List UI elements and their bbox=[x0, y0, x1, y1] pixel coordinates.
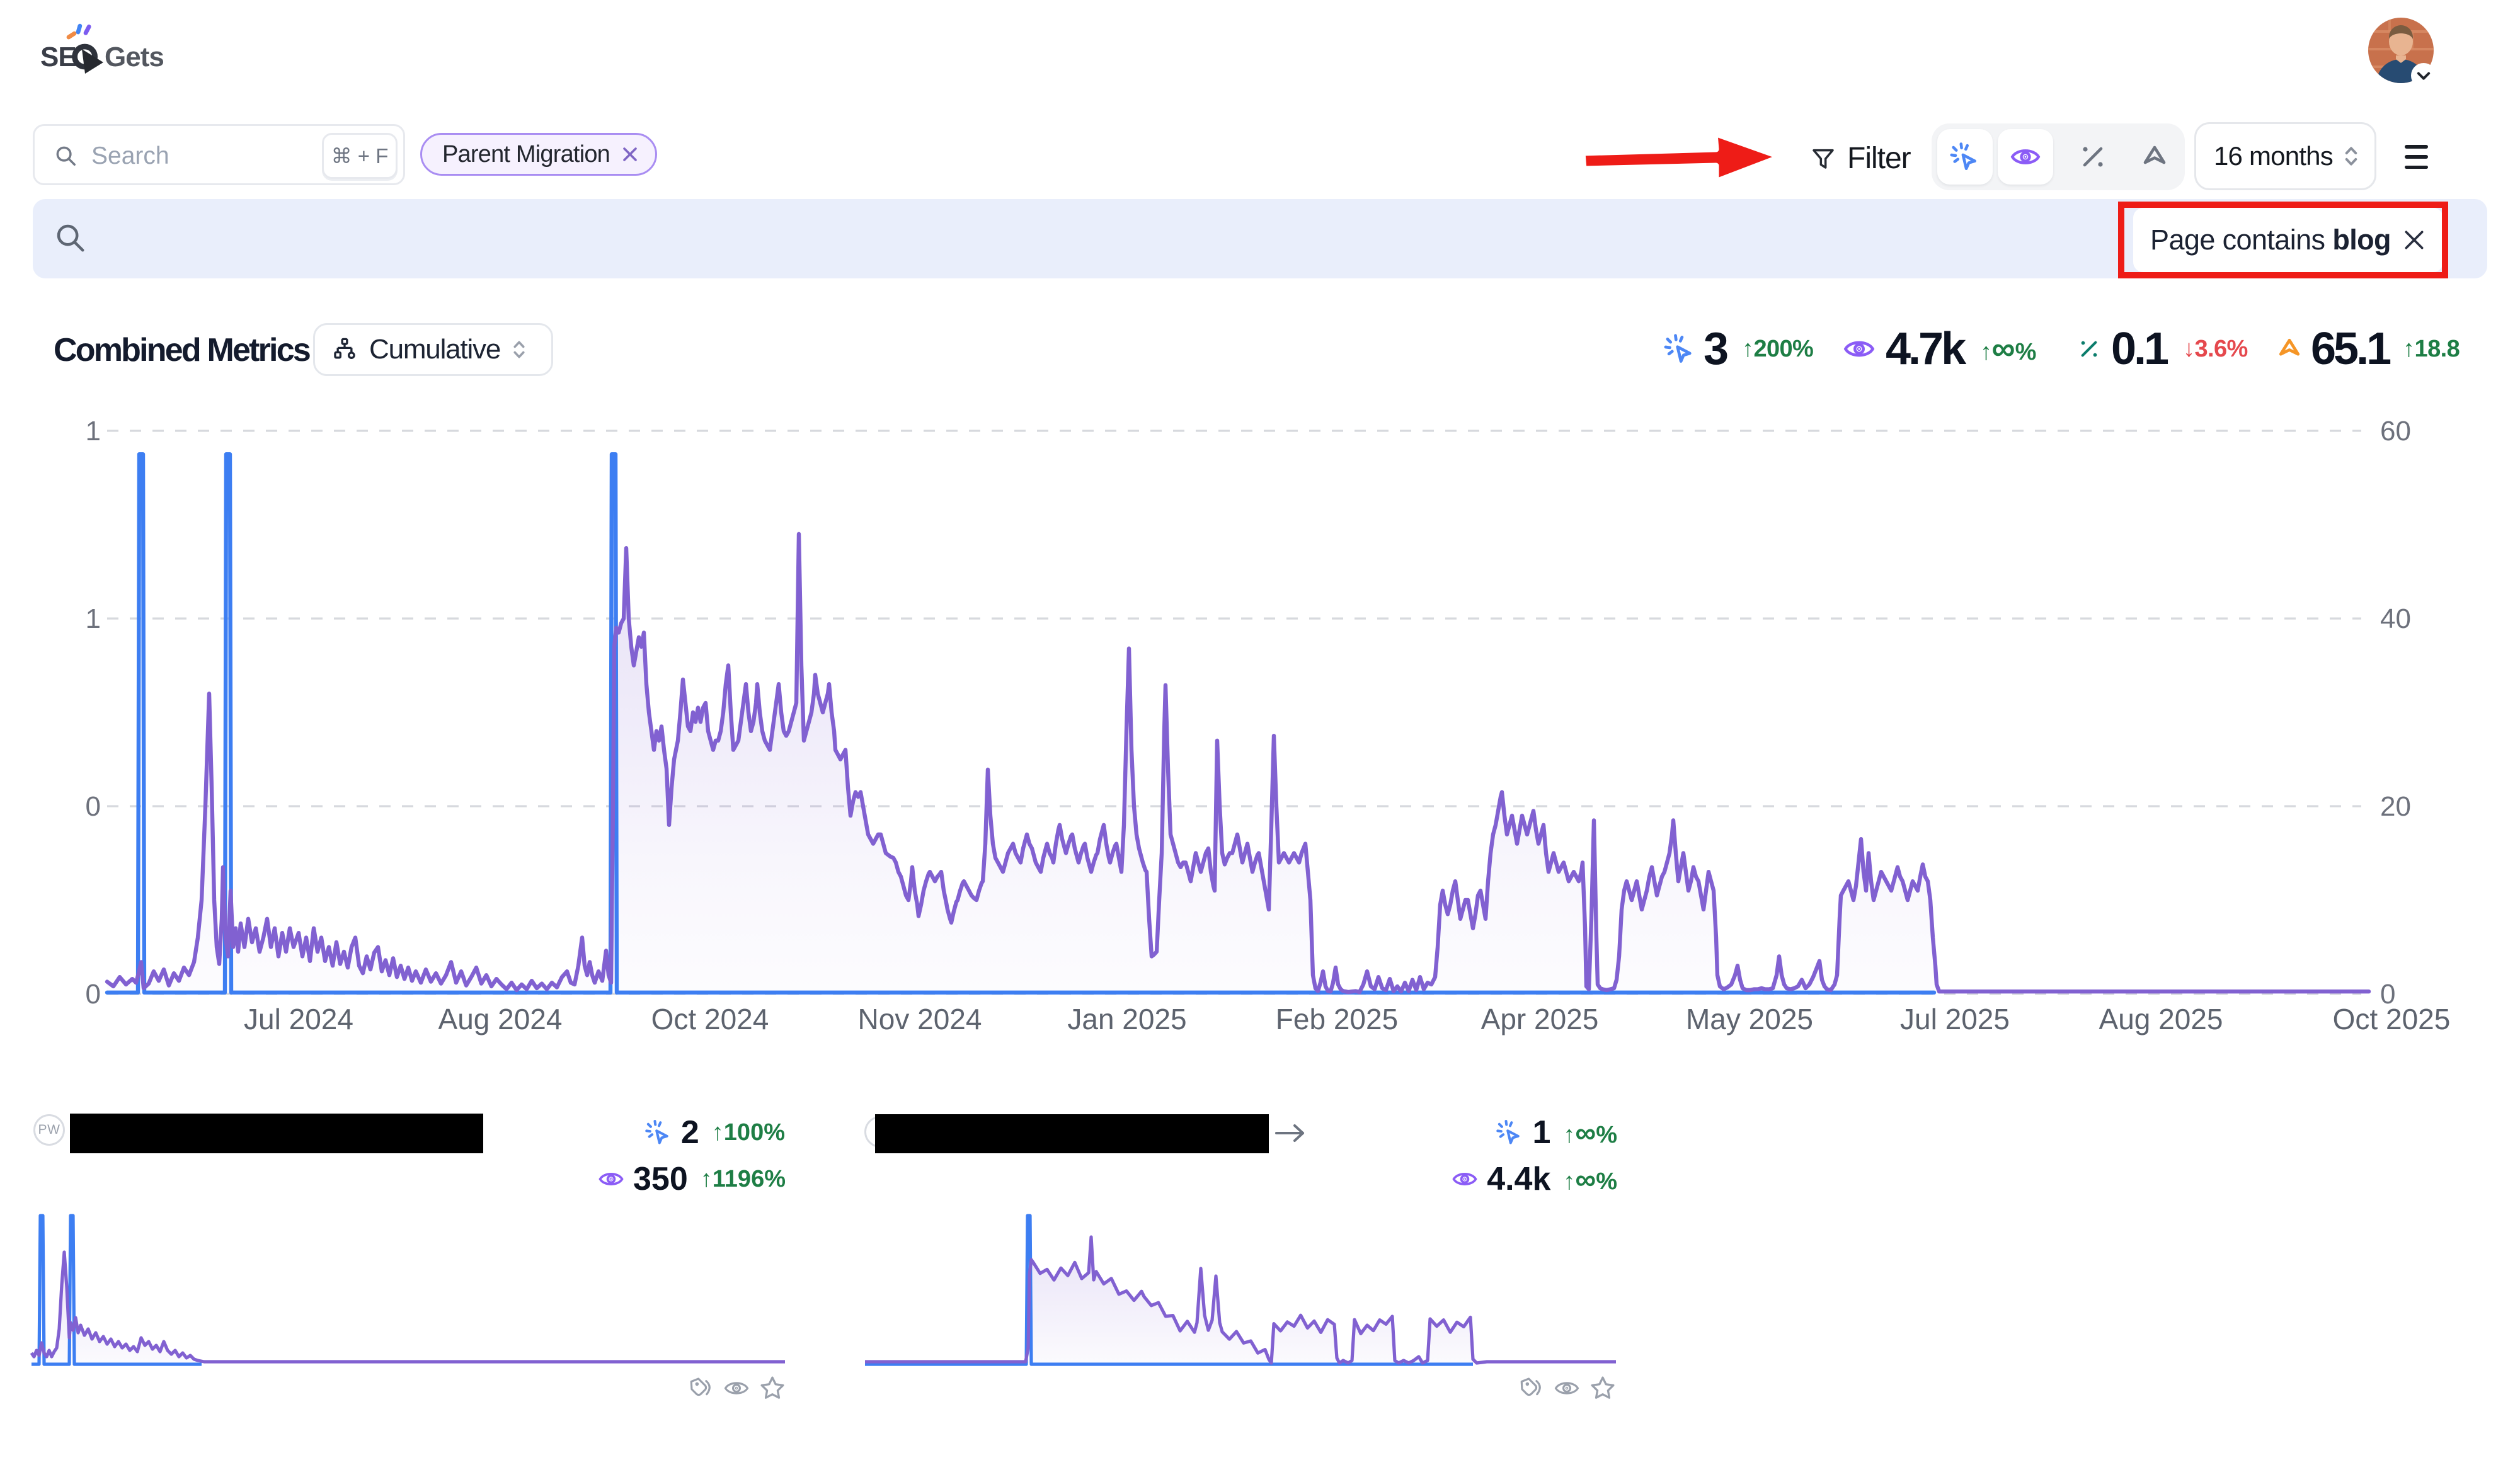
svg-text:SE: SE bbox=[40, 42, 76, 72]
svg-text:Oct 2024: Oct 2024 bbox=[651, 1003, 769, 1035]
svg-text:May 2025: May 2025 bbox=[1686, 1003, 1813, 1035]
svg-text:Aug 2024: Aug 2024 bbox=[438, 1003, 563, 1035]
svg-text:Gets: Gets bbox=[105, 42, 164, 72]
svg-text:Oct 2025: Oct 2025 bbox=[2333, 1003, 2451, 1035]
svg-text:40: 40 bbox=[2380, 603, 2411, 634]
svg-text:Jul 2024: Jul 2024 bbox=[244, 1003, 353, 1035]
svg-text:Jul 2025: Jul 2025 bbox=[1900, 1003, 2010, 1035]
svg-text:0: 0 bbox=[2380, 979, 2395, 1010]
svg-text:Apr 2025: Apr 2025 bbox=[1481, 1003, 1599, 1035]
svg-text:20: 20 bbox=[2380, 791, 2411, 822]
svg-text:0: 0 bbox=[86, 791, 101, 822]
svg-text:0: 0 bbox=[86, 979, 101, 1010]
svg-text:1: 1 bbox=[86, 603, 101, 634]
svg-text:60: 60 bbox=[2380, 416, 2411, 447]
svg-text:Nov 2024: Nov 2024 bbox=[858, 1003, 982, 1035]
svg-text:Aug 2025: Aug 2025 bbox=[2099, 1003, 2223, 1035]
svg-text:Feb 2025: Feb 2025 bbox=[1276, 1003, 1398, 1035]
svg-text:1: 1 bbox=[86, 416, 101, 447]
svg-text:Jan 2025: Jan 2025 bbox=[1067, 1003, 1186, 1035]
